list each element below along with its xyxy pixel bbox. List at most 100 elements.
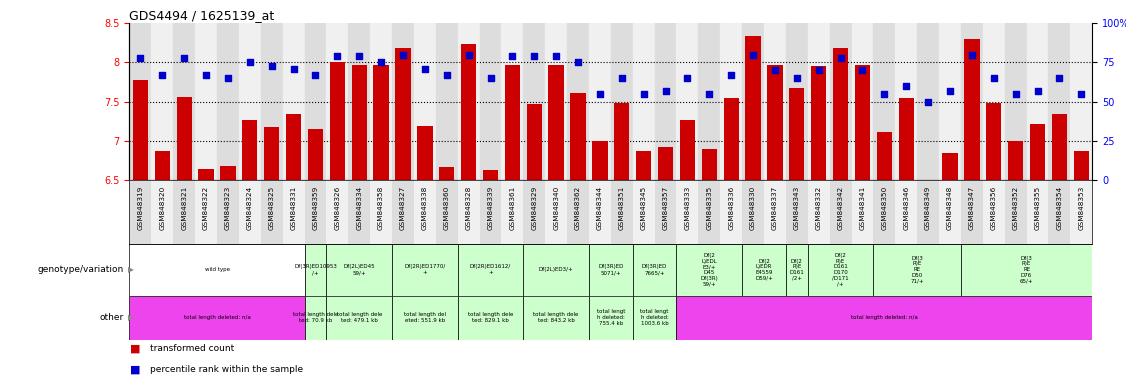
Bar <box>654 180 677 244</box>
Point <box>679 75 697 81</box>
Text: GSM848333: GSM848333 <box>685 185 690 230</box>
Bar <box>721 180 742 244</box>
Text: GSM848351: GSM848351 <box>619 185 625 230</box>
Text: Df(2R)ED1770/
+: Df(2R)ED1770/ + <box>404 264 446 275</box>
Text: GSM848321: GSM848321 <box>181 185 187 230</box>
Text: ▶: ▶ <box>128 265 134 274</box>
Text: ■: ■ <box>129 365 140 375</box>
Text: GSM848345: GSM848345 <box>641 185 646 230</box>
Bar <box>351 65 367 180</box>
Point <box>919 99 937 105</box>
Text: GSM848350: GSM848350 <box>882 185 887 230</box>
Bar <box>742 180 765 244</box>
Bar <box>633 23 654 180</box>
Bar <box>327 180 348 244</box>
Bar <box>457 296 524 340</box>
Bar <box>610 180 633 244</box>
Bar <box>414 23 436 180</box>
Text: GSM848336: GSM848336 <box>729 185 734 230</box>
Bar <box>195 180 217 244</box>
Bar <box>786 244 807 296</box>
Bar <box>786 180 807 244</box>
Point <box>350 53 368 59</box>
Bar <box>939 180 960 244</box>
Point <box>482 75 500 81</box>
Bar <box>874 23 895 180</box>
Point <box>372 59 390 65</box>
Bar <box>1073 151 1089 180</box>
Bar <box>918 23 939 180</box>
Bar <box>483 170 498 180</box>
Bar <box>745 36 761 180</box>
Bar <box>658 147 673 180</box>
Text: Df(2
R)E
D161
/2+: Df(2 R)E D161 /2+ <box>789 258 804 281</box>
Text: total length deleted: n/a: total length deleted: n/a <box>851 315 918 320</box>
Bar <box>654 23 677 180</box>
Point <box>613 75 631 81</box>
Bar <box>830 180 851 244</box>
Bar <box>457 180 480 244</box>
Text: GSM848331: GSM848331 <box>291 185 296 230</box>
Bar <box>436 180 457 244</box>
Bar <box>283 180 304 244</box>
Point <box>854 67 872 73</box>
Bar <box>151 180 173 244</box>
Text: GSM848341: GSM848341 <box>859 185 866 230</box>
Point <box>722 72 740 78</box>
Bar <box>261 180 283 244</box>
Bar <box>1004 23 1027 180</box>
Text: Df(3R)ED10953
/+: Df(3R)ED10953 /+ <box>294 264 337 275</box>
Bar <box>177 97 191 180</box>
Bar <box>807 244 874 296</box>
Bar <box>698 23 721 180</box>
Bar <box>129 23 151 180</box>
Bar <box>721 23 742 180</box>
Bar <box>874 244 960 296</box>
Point <box>635 91 653 97</box>
Text: transformed count: transformed count <box>150 344 234 353</box>
Bar <box>680 120 695 180</box>
Bar <box>392 244 457 296</box>
Bar <box>439 167 455 180</box>
Bar <box>589 244 633 296</box>
Point <box>656 88 674 94</box>
Text: total lengt
h deleted:
1003.6 kb: total lengt h deleted: 1003.6 kb <box>641 310 669 326</box>
Bar <box>1030 124 1045 180</box>
Text: Df(3
R)E
RE
D76
65/+: Df(3 R)E RE D76 65/+ <box>1020 256 1034 284</box>
Point <box>285 66 303 72</box>
Bar <box>789 88 804 180</box>
Bar <box>198 169 214 180</box>
Bar <box>677 23 698 180</box>
Point <box>525 53 543 59</box>
Text: ■: ■ <box>129 344 140 354</box>
Point <box>218 75 236 81</box>
Bar <box>830 23 851 180</box>
Bar <box>173 180 195 244</box>
Bar <box>414 180 436 244</box>
Point <box>438 72 456 78</box>
Bar <box>242 120 258 180</box>
Bar <box>418 126 432 180</box>
Text: total lengt
h deleted:
755.4 kb: total lengt h deleted: 755.4 kb <box>597 310 625 326</box>
Point <box>459 51 477 58</box>
Bar <box>1052 114 1067 180</box>
Bar <box>501 23 524 180</box>
Text: GSM848344: GSM848344 <box>597 185 602 230</box>
Text: GSM848357: GSM848357 <box>662 185 669 230</box>
Bar <box>983 23 1004 180</box>
Bar <box>698 180 721 244</box>
Text: GSM848338: GSM848338 <box>422 185 428 230</box>
Bar <box>524 244 589 296</box>
Point <box>415 66 434 72</box>
Bar <box>960 244 1092 296</box>
Text: GSM848349: GSM848349 <box>926 185 931 230</box>
Text: GSM848352: GSM848352 <box>1012 185 1019 230</box>
Bar <box>480 180 501 244</box>
Bar <box>370 180 392 244</box>
Bar <box>767 65 783 180</box>
Bar <box>330 62 345 180</box>
Bar <box>589 296 633 340</box>
Text: Df(2
L)EDR
E4559
D59/+: Df(2 L)EDR E4559 D59/+ <box>756 258 772 281</box>
Bar <box>614 103 629 180</box>
Bar <box>307 129 323 180</box>
